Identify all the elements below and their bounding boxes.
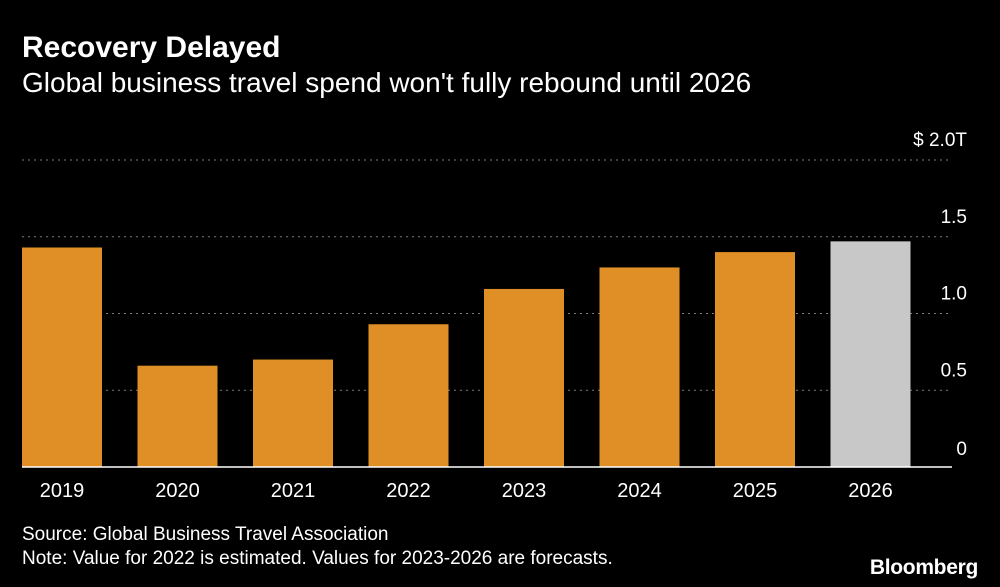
- x-tick-label: 2020: [155, 480, 200, 502]
- x-tick-label: 2022: [386, 480, 431, 502]
- y-tick-label: 1.0: [941, 284, 967, 305]
- x-tick-label: 2026: [848, 480, 893, 502]
- x-tick-label: 2023: [502, 480, 547, 502]
- bar-2019: [22, 247, 102, 467]
- y-tick-labels: 0 0.5 1.0 1.5 $ 2.0T: [913, 130, 967, 460]
- bar-2023: [484, 288, 564, 467]
- x-tick-label: 2019: [40, 480, 85, 502]
- y-tick-label: $ 2.0T: [913, 130, 967, 151]
- footnote: Note: Value for 2022 is estimated. Value…: [22, 548, 613, 569]
- bars: [22, 241, 911, 467]
- chart-subtitle: Global business travel spend won't fully…: [22, 67, 752, 98]
- x-tick-label: 2024: [617, 480, 662, 502]
- x-tick-labels: 2019 2020 2021 2022 2023 2024 2025 2026: [40, 480, 893, 502]
- source-note: Source: Global Business Travel Associati…: [22, 524, 389, 545]
- y-tick-label: 1.5: [941, 207, 967, 228]
- x-tick-label: 2025: [733, 480, 778, 502]
- y-tick-label: 0.5: [941, 360, 967, 381]
- bar-2021: [253, 359, 333, 467]
- y-tick-label: 0: [956, 439, 967, 460]
- bar-2024: [599, 267, 680, 467]
- x-tick-label: 2021: [271, 480, 316, 502]
- bar-2020: [137, 365, 218, 467]
- gridlines: [22, 159, 952, 391]
- bar-2025: [715, 252, 795, 467]
- chart-title: Recovery Delayed: [22, 31, 281, 64]
- bloomberg-logo: Bloomberg: [869, 556, 978, 579]
- bar-2022: [368, 324, 449, 467]
- bar-2026: [830, 241, 911, 467]
